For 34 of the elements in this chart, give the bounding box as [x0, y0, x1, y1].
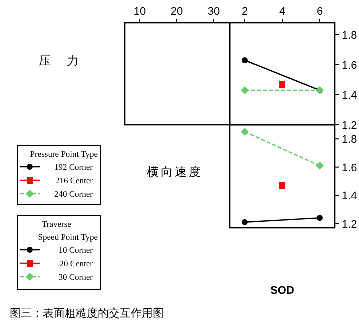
y-tick-label: 1.6 [342, 60, 358, 72]
legend-label: 10 Corner [58, 245, 94, 255]
text: 20 [170, 6, 184, 18]
point [242, 219, 248, 226]
legend-label: 192 Corner [54, 162, 94, 172]
point [280, 81, 286, 88]
point [280, 182, 286, 190]
point [317, 215, 323, 222]
text: 10 [134, 6, 146, 18]
legend-label: 216 Center [55, 176, 94, 186]
y-tick-label: 1.2 [342, 218, 358, 231]
text: 30 [208, 6, 220, 18]
legend-label: 240 Corner [54, 189, 94, 199]
y-tick-label: 1.2 [342, 120, 358, 132]
point [241, 86, 249, 94]
legend-title: Traverse Speed Point Type [38, 219, 98, 242]
point [316, 162, 324, 170]
x-tick-label: 2 [242, 6, 248, 18]
y-tick-label: 1.4 [342, 90, 358, 102]
y-axis-title: 横向速度 [147, 165, 203, 179]
x-tick-label: 6 [316, 6, 324, 18]
y-tick-label: 1.8 [342, 30, 358, 42]
text: 图三：表面粗糙度的交互作用图 [10, 307, 164, 320]
y-tick-label: 1.4 [342, 190, 358, 203]
point [242, 58, 248, 64]
x-tick-label: 4 [279, 6, 286, 18]
text: 压 力 [39, 54, 81, 68]
x-axis-title: SOD [270, 285, 294, 297]
y-tick-label: 1.6 [342, 162, 358, 174]
legend-label: 30 Corner [58, 272, 94, 282]
point [241, 128, 249, 136]
legend-label: 20 Center [60, 258, 94, 268]
legend-title: Pressure Point Type [30, 149, 98, 159]
y-tick-label: 1.8 [342, 134, 358, 146]
